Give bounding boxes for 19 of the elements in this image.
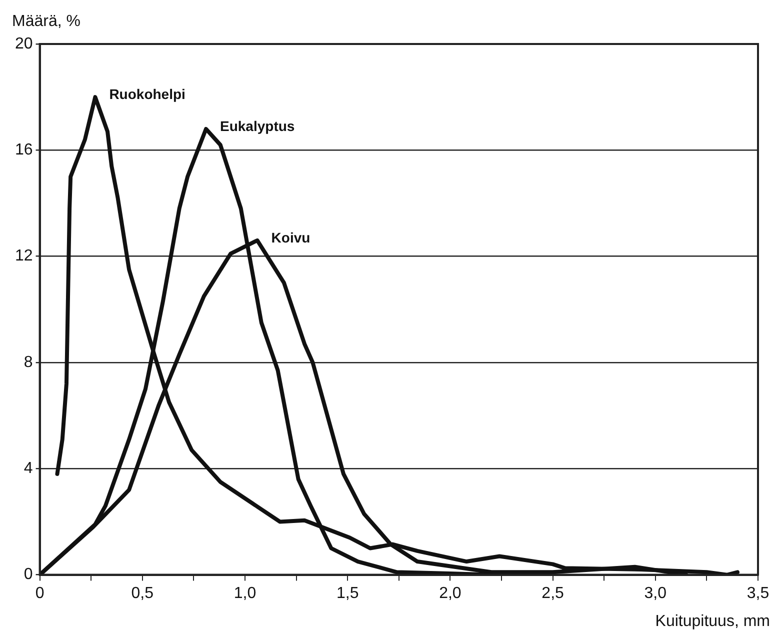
y-tick-label: 0	[24, 566, 33, 584]
series-label: Eukalyptus	[220, 118, 295, 134]
series-label: Ruokohelpi	[109, 86, 186, 102]
x-tick-label: 0	[35, 584, 44, 602]
y-tick-label: 12	[15, 248, 33, 265]
y-tick-label: 20	[15, 35, 33, 52]
x-tick-label: 3,0	[644, 584, 667, 602]
x-tick-label: 1,5	[336, 584, 359, 602]
y-tick-label: 8	[24, 354, 33, 371]
y-tick-label: 4	[24, 460, 33, 478]
x-tick-label: 1,0	[234, 584, 256, 602]
y-axis-title: Määrä, %	[12, 13, 80, 30]
x-tick-label: 2,5	[542, 584, 564, 602]
x-tick-label: 0,5	[131, 584, 154, 602]
x-tick-label: 3,5	[746, 584, 770, 602]
series-label: Koivu	[271, 229, 310, 246]
y-tick-label: 16	[15, 142, 33, 159]
x-axis-title: Kuitupituus, mm	[655, 613, 770, 630]
x-tick-label: 2,0	[439, 584, 462, 602]
